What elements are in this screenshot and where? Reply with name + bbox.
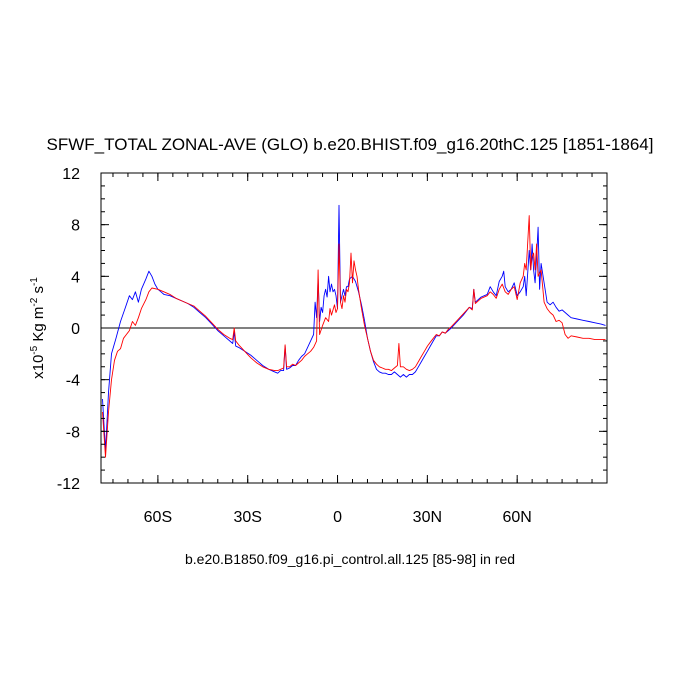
plot-area: 60S 30S 0 30N 60N 12 8 4 0 -4 -8 -12: [57, 166, 608, 526]
y-tick-label: -4: [66, 373, 80, 390]
series-line-0: [102, 204, 606, 452]
y-axis-label: x10-5 Kg m-2 s-1: [29, 277, 47, 379]
y-tick-label: 0: [71, 321, 80, 338]
x-axis-label: b.e20.B1850.f09_g16.pi_control.all.125 […: [185, 551, 515, 567]
x-tick-label: 60S: [144, 509, 172, 526]
chart-title: SFWF_TOTAL ZONAL-AVE (GLO) b.e20.BHIST.f…: [47, 135, 654, 154]
y-tick-label: -12: [57, 476, 80, 493]
y-tick-label: -8: [66, 424, 80, 441]
x-tick-label: 60N: [502, 509, 531, 526]
series-line-1: [102, 215, 606, 458]
y-tick-label: 8: [71, 218, 80, 235]
x-tick-label: 0: [333, 509, 342, 526]
x-tick-label: 30N: [413, 509, 442, 526]
y-tick-label: 4: [71, 269, 80, 286]
x-tick-label: 30S: [233, 509, 261, 526]
y-tick-label: 12: [62, 166, 80, 183]
